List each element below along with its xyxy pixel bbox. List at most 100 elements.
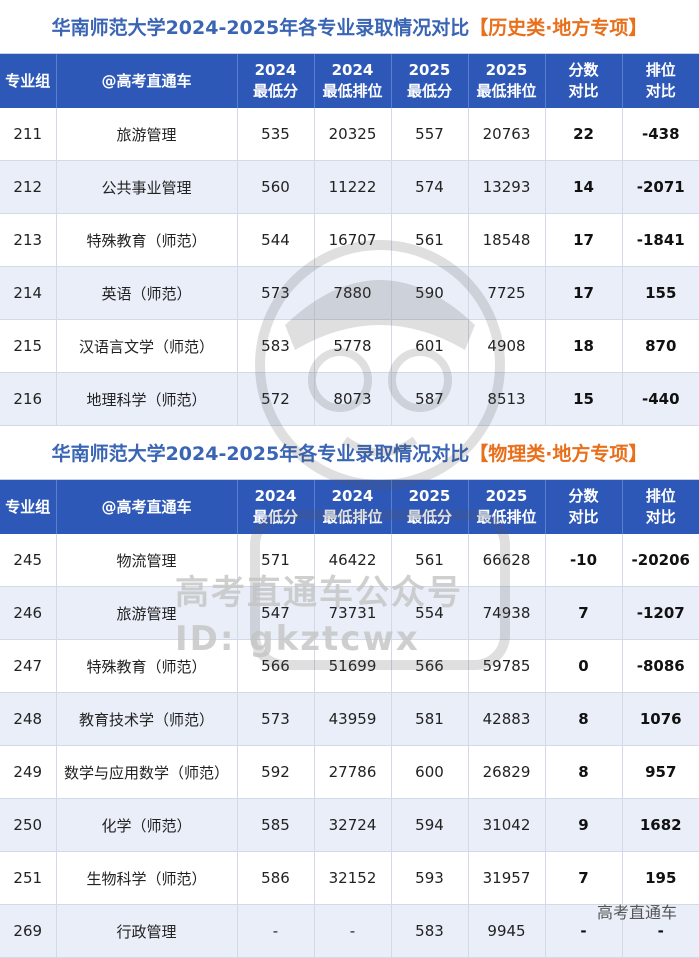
cell-min-score-2024: 535 xyxy=(237,108,315,161)
cell-group: 246 xyxy=(0,586,57,640)
cell-group: 212 xyxy=(0,160,57,214)
cell-group: 214 xyxy=(0,266,57,320)
cell-min-score-2025: 557 xyxy=(391,108,469,161)
cell-min-rank-2024: 8073 xyxy=(314,372,392,426)
cell-major: 生物科学（师范） xyxy=(56,851,238,905)
cell-score-diff: 7 xyxy=(545,851,623,905)
cell-major: 教育技术学（师范） xyxy=(56,692,238,746)
cell-min-score-2024: 566 xyxy=(237,639,315,693)
cell-min-rank-2024: 20325 xyxy=(314,108,392,161)
cell-min-score-2024: 583 xyxy=(237,319,315,373)
cell-score-diff: 18 xyxy=(545,319,623,373)
cell-min-score-2024: 585 xyxy=(237,798,315,852)
table-row: 249 数学与应用数学（师范） 592 27786 600 26829 8 957 xyxy=(0,745,699,799)
table-header-row: 专业组 @高考直通车 2024 最低分 2024 最低排位 2025 最低分 2025… xyxy=(0,54,699,108)
cell-min-rank-2025: 31042 xyxy=(468,798,546,852)
header-min-score-2025: 2025 最低分 xyxy=(391,480,469,534)
cell-group: 215 xyxy=(0,319,57,373)
header-min-rank-2024: 2024 最低排位 xyxy=(314,54,392,108)
cell-rank-diff: -438 xyxy=(622,108,699,161)
table-row: 250 化学（师范） 585 32724 594 31042 9 1682 xyxy=(0,798,699,852)
header-group: 专业组 xyxy=(0,480,57,534)
cell-group: 245 xyxy=(0,534,57,587)
cell-rank-diff: 1076 xyxy=(622,692,699,746)
cell-rank-diff: -20206 xyxy=(622,534,699,587)
header-min-score-2025: 2025 最低分 xyxy=(391,54,469,108)
table-row: 215 汉语言文学（师范） 583 5778 601 4908 18 870 xyxy=(0,319,699,373)
cell-group: 248 xyxy=(0,692,57,746)
cell-min-score-2024: 592 xyxy=(237,745,315,799)
cell-group: 250 xyxy=(0,798,57,852)
cell-major: 旅游管理 xyxy=(56,586,238,640)
cell-major: 物流管理 xyxy=(56,534,238,587)
cell-score-diff: 9 xyxy=(545,798,623,852)
cell-min-score-2025: 574 xyxy=(391,160,469,214)
cell-min-rank-2024: 27786 xyxy=(314,745,392,799)
cell-score-diff: 7 xyxy=(545,586,623,640)
header-min-rank-2024: 2024 最低排位 xyxy=(314,480,392,534)
header-min-score-2024: 2024 最低分 xyxy=(237,480,315,534)
cell-group: 213 xyxy=(0,213,57,267)
cell-score-diff: 14 xyxy=(545,160,623,214)
cell-score-diff: 8 xyxy=(545,745,623,799)
cell-min-rank-2025: 59785 xyxy=(468,639,546,693)
cell-major: 特殊教育（师范） xyxy=(56,639,238,693)
cell-min-rank-2025: 26829 xyxy=(468,745,546,799)
cell-min-rank-2025: 18548 xyxy=(468,213,546,267)
cell-min-rank-2024: - xyxy=(314,904,392,958)
cell-major: 英语（师范） xyxy=(56,266,238,320)
cell-min-score-2025: 594 xyxy=(391,798,469,852)
cell-rank-diff: 870 xyxy=(622,319,699,373)
cell-min-rank-2025: 66628 xyxy=(468,534,546,587)
cell-min-score-2025: 593 xyxy=(391,851,469,905)
cell-major: 地理科学（师范） xyxy=(56,372,238,426)
cell-min-rank-2024: 11222 xyxy=(314,160,392,214)
table-row: 269 行政管理 - -583 9945- - xyxy=(0,904,699,958)
cell-min-rank-2025: 74938 xyxy=(468,586,546,640)
title-tag: 【历史类·地方专项】 xyxy=(469,17,648,39)
cell-min-score-2024: 572 xyxy=(237,372,315,426)
cell-min-score-2024: 573 xyxy=(237,692,315,746)
cell-rank-diff: -2071 xyxy=(622,160,699,214)
header-name: @高考直通车 xyxy=(56,480,238,534)
cell-min-rank-2025: 31957 xyxy=(468,851,546,905)
cell-min-rank-2025: 20763 xyxy=(468,108,546,161)
cell-score-diff: 22 xyxy=(545,108,623,161)
cell-major: 汉语言文学（师范） xyxy=(56,319,238,373)
cell-min-score-2024: 571 xyxy=(237,534,315,587)
cell-min-score-2024: - xyxy=(237,904,315,958)
title-main: 华南师范大学2024-2025年各专业录取情况对比 xyxy=(51,17,470,39)
cell-min-score-2025: 583 xyxy=(391,904,469,958)
history-table: 专业组 @高考直通车 2024 最低分 2024 最低排位 2025 最低分 2025… xyxy=(0,54,699,426)
cell-min-score-2025: 587 xyxy=(391,372,469,426)
cell-group: 249 xyxy=(0,745,57,799)
header-min-rank-2025: 2025 最低排位 xyxy=(468,480,546,534)
title-tag: 【物理类·地方专项】 xyxy=(469,443,648,465)
history-table-body: 211 旅游管理 535 20325 557 20763 22 -438 212 公共事业管理 56… xyxy=(0,108,699,426)
physics-table-body: 245 物流管理 571 46422 561 66628 -10 -20206 246 旅游管理 5… xyxy=(0,534,699,958)
cell-score-diff: 0 xyxy=(545,639,623,693)
table-row: 245 物流管理 571 46422 561 66628 -10 -20206 xyxy=(0,534,699,587)
table-row: 216 地理科学（师范） 572 8073 587 8513 15 -440 xyxy=(0,372,699,426)
table-row: 213 特殊教育（师范） 544 16707 561 18548 17 -1841 xyxy=(0,213,699,267)
cell-score-diff: - xyxy=(545,904,623,958)
header-rank-diff: 排位 对比 xyxy=(622,54,699,108)
cell-min-score-2025: 581 xyxy=(391,692,469,746)
table-row: 248 教育技术学（师范） 573 43959 581 42883 8 1076 xyxy=(0,692,699,746)
cell-min-score-2024: 547 xyxy=(237,586,315,640)
cell-min-rank-2025: 7725 xyxy=(468,266,546,320)
cell-min-score-2025: 554 xyxy=(391,586,469,640)
header-score-diff: 分数 对比 xyxy=(545,480,623,534)
cell-min-score-2025: 600 xyxy=(391,745,469,799)
cell-min-rank-2024: 32724 xyxy=(314,798,392,852)
cell-major: 旅游管理 xyxy=(56,108,238,161)
cell-min-rank-2024: 5778 xyxy=(314,319,392,373)
cell-score-diff: 17 xyxy=(545,266,623,320)
cell-min-rank-2024: 32152 xyxy=(314,851,392,905)
cell-min-rank-2025: 4908 xyxy=(468,319,546,373)
cell-rank-diff: -440 xyxy=(622,372,699,426)
cell-min-score-2025: 561 xyxy=(391,534,469,587)
cell-min-rank-2025: 8513 xyxy=(468,372,546,426)
table-row: 251 生物科学（师范） 586 32152 593 31957 7 195 xyxy=(0,851,699,905)
cell-min-score-2024: 560 xyxy=(237,160,315,214)
